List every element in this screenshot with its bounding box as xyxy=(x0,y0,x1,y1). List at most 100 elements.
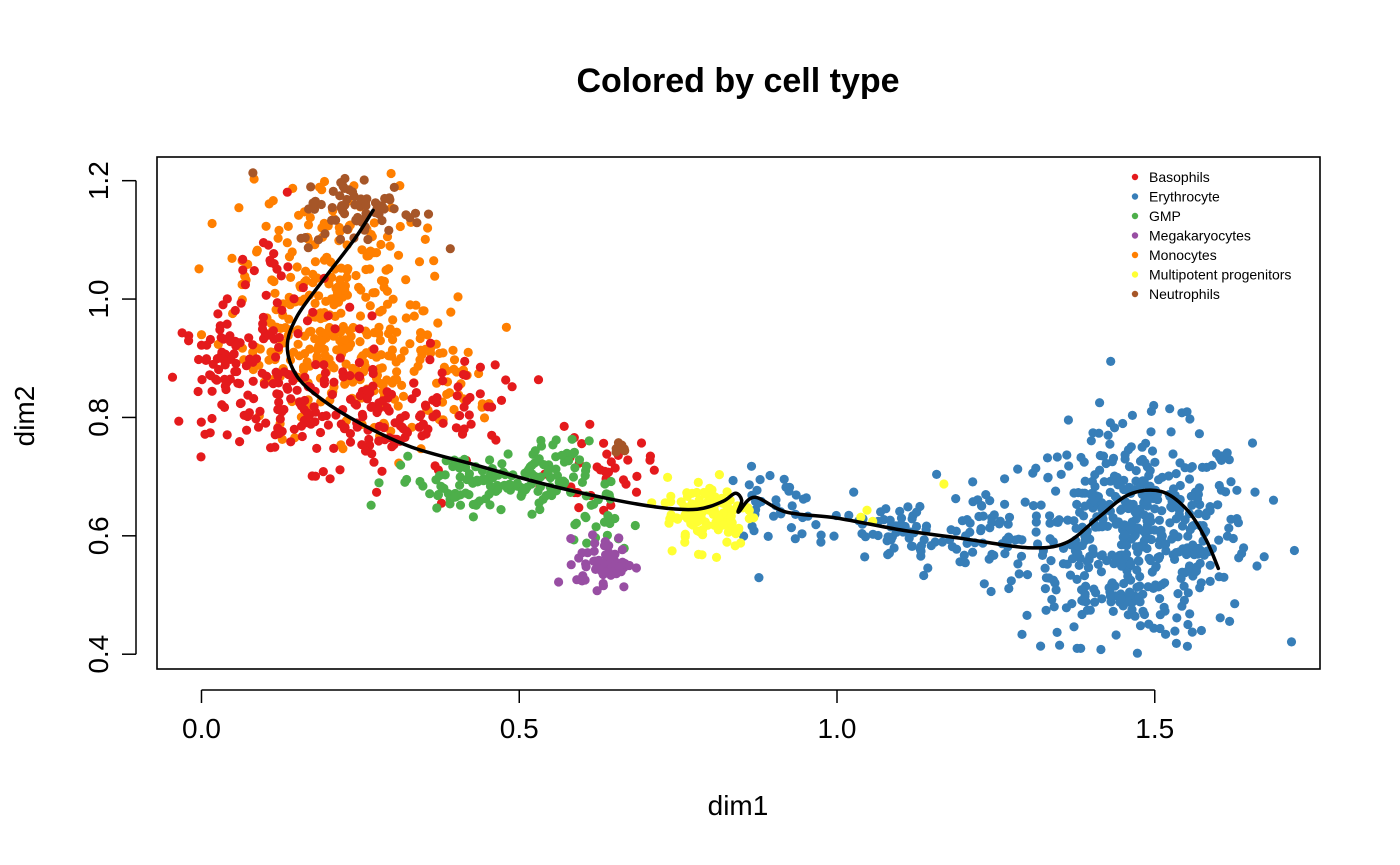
point-erythrocyte xyxy=(1237,548,1247,559)
point-multipotent-progenitors xyxy=(693,477,703,487)
point-erythrocyte xyxy=(1020,497,1030,507)
point-gmp xyxy=(366,500,376,510)
legend-marker xyxy=(1131,271,1139,278)
point-gmp xyxy=(468,499,478,510)
point-erythrocyte xyxy=(1045,518,1055,528)
point-erythrocyte xyxy=(857,529,867,539)
point-erythrocyte xyxy=(1132,648,1142,658)
point-monocytes xyxy=(388,315,398,325)
point-erythrocyte xyxy=(1233,518,1243,528)
point-monocytes xyxy=(342,272,352,283)
point-erythrocyte xyxy=(978,511,988,521)
point-multipotent-progenitors xyxy=(711,552,722,563)
legend-marker xyxy=(1131,232,1139,239)
point-basophils xyxy=(275,414,285,424)
point-erythrocyte xyxy=(1013,559,1023,569)
point-gmp xyxy=(403,451,413,461)
point-basophils xyxy=(197,375,207,385)
point-basophils xyxy=(407,394,417,404)
point-erythrocyte xyxy=(1168,484,1179,494)
point-neutrophils xyxy=(389,204,399,214)
point-erythrocyte xyxy=(1187,627,1197,637)
point-basophils xyxy=(263,240,273,250)
point-gmp xyxy=(603,510,613,521)
point-erythrocyte xyxy=(1149,525,1160,535)
point-erythrocyte xyxy=(816,530,826,540)
point-gmp xyxy=(454,463,465,473)
point-erythrocyte xyxy=(1194,429,1204,439)
trajectory-curve xyxy=(285,208,1221,571)
point-erythrocyte xyxy=(1116,558,1126,568)
point-gmp xyxy=(584,436,594,446)
point-erythrocyte xyxy=(916,546,926,556)
point-basophils xyxy=(283,384,293,394)
point-neutrophils xyxy=(620,446,630,456)
point-multipotent-progenitors xyxy=(700,489,710,499)
point-erythrocyte xyxy=(1157,531,1167,542)
point-erythrocyte xyxy=(739,531,749,541)
point-basophils xyxy=(649,465,659,475)
point-monocytes xyxy=(449,404,459,415)
point-basophils xyxy=(606,457,616,467)
point-monocytes xyxy=(305,212,315,223)
point-erythrocyte xyxy=(1252,561,1262,571)
legend-marker xyxy=(1131,193,1139,200)
point-erythrocyte xyxy=(1195,558,1205,569)
point-monocytes xyxy=(413,361,423,371)
point-erythrocyte xyxy=(1049,602,1059,612)
point-erythrocyte xyxy=(1047,594,1057,605)
point-erythrocyte xyxy=(1036,500,1046,510)
point-erythrocyte xyxy=(1205,576,1215,587)
point-basophils xyxy=(266,258,276,268)
point-erythrocyte xyxy=(1159,602,1169,612)
point-neutrophils xyxy=(306,182,316,192)
point-basophils xyxy=(432,393,442,403)
point-basophils xyxy=(382,387,392,397)
point-basophils xyxy=(238,254,248,264)
point-basophils xyxy=(335,465,345,475)
point-basophils xyxy=(248,340,258,350)
point-basophils xyxy=(329,377,339,387)
point-neutrophils xyxy=(353,212,363,223)
point-gmp xyxy=(527,509,537,519)
point-basophils xyxy=(364,434,374,444)
point-erythrocyte xyxy=(1185,414,1195,424)
point-megakaryocytes xyxy=(577,548,587,558)
point-erythrocyte xyxy=(1040,563,1050,573)
point-erythrocyte xyxy=(1046,556,1056,566)
point-basophils xyxy=(636,438,647,448)
point-multipotent-progenitors xyxy=(708,509,718,519)
point-erythrocyte xyxy=(1135,621,1146,631)
point-erythrocyte xyxy=(1149,400,1159,411)
point-multipotent-progenitors xyxy=(718,520,728,530)
x-tick-label: 0.5 xyxy=(500,713,539,744)
point-basophils xyxy=(379,423,389,433)
point-erythrocyte xyxy=(1130,507,1140,517)
point-basophils xyxy=(196,452,206,462)
point-gmp xyxy=(570,463,580,473)
point-erythrocyte xyxy=(1031,463,1041,473)
point-monocytes xyxy=(444,388,455,398)
point-basophils xyxy=(358,412,368,422)
point-monocytes xyxy=(463,347,473,357)
point-erythrocyte xyxy=(1062,450,1072,460)
point-erythrocyte xyxy=(1170,626,1180,636)
point-basophils xyxy=(319,360,329,370)
point-monocytes xyxy=(227,253,237,263)
point-erythrocyte xyxy=(1076,643,1086,654)
point-gmp xyxy=(512,478,522,488)
point-basophils xyxy=(632,471,642,481)
point-monocytes xyxy=(416,345,426,355)
point-erythrocyte xyxy=(1017,629,1027,640)
point-monocytes xyxy=(446,307,456,317)
point-monocytes xyxy=(308,269,318,279)
point-basophils xyxy=(460,356,470,366)
point-erythrocyte xyxy=(1232,485,1242,495)
point-monocytes xyxy=(420,234,430,244)
point-erythrocyte xyxy=(1147,446,1158,456)
point-erythrocyte xyxy=(1143,495,1153,505)
point-basophils xyxy=(323,311,333,321)
point-gmp xyxy=(548,440,558,450)
point-basophils xyxy=(257,324,268,334)
